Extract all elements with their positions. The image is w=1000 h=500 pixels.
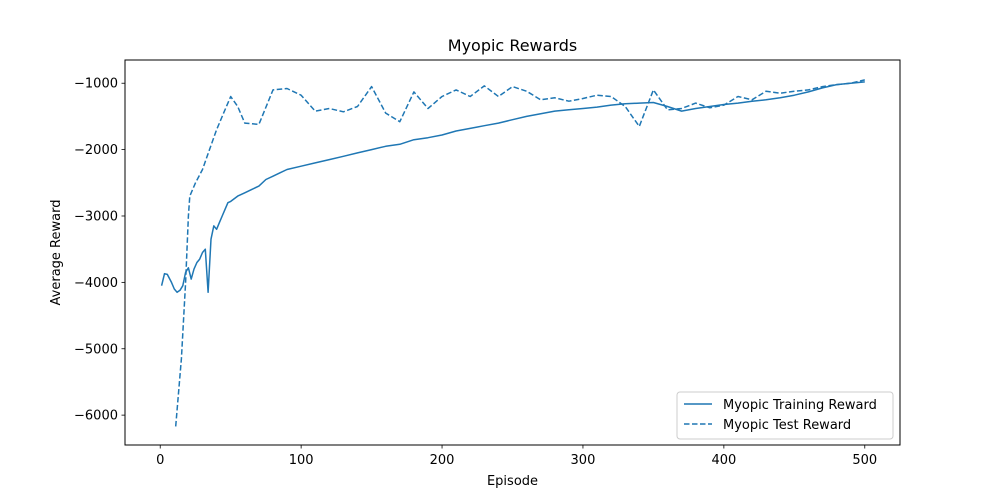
x-tick-label: 100 (289, 453, 314, 468)
series-line-test-reward (174, 79, 865, 427)
x-tick-label: 200 (430, 453, 455, 468)
y-tick-label: −2000 (74, 143, 118, 158)
y-tick-label: −3000 (74, 209, 118, 224)
x-tick-label: 500 (852, 453, 877, 468)
x-tick-label: 300 (571, 453, 596, 468)
chart-title: Myopic Rewards (448, 36, 577, 55)
y-tick-label: −5000 (74, 342, 118, 357)
legend-label-test: Myopic Test Reward (723, 418, 851, 433)
x-tick-label: 400 (711, 453, 736, 468)
y-tick-label: −6000 (74, 409, 118, 424)
plot-frame (124, 59, 901, 446)
legend: Myopic Training Reward Myopic Test Rewar… (676, 391, 894, 440)
y-axis-label: Average Reward (49, 200, 64, 306)
y-tick-label: −1000 (74, 77, 118, 92)
legend-box (676, 391, 894, 440)
x-tick-label: 0 (156, 453, 164, 468)
series-line-training-reward (160, 81, 865, 294)
legend-label-training: Myopic Training Reward (723, 398, 877, 413)
axis-ticks: 0 100 200 300 400 500 −6000 −5000 −4000 −3000 −200… (74, 77, 877, 468)
y-tick-label: −4000 (74, 276, 118, 291)
plot-area (160, 79, 865, 427)
x-axis-label: Episode (487, 474, 538, 489)
